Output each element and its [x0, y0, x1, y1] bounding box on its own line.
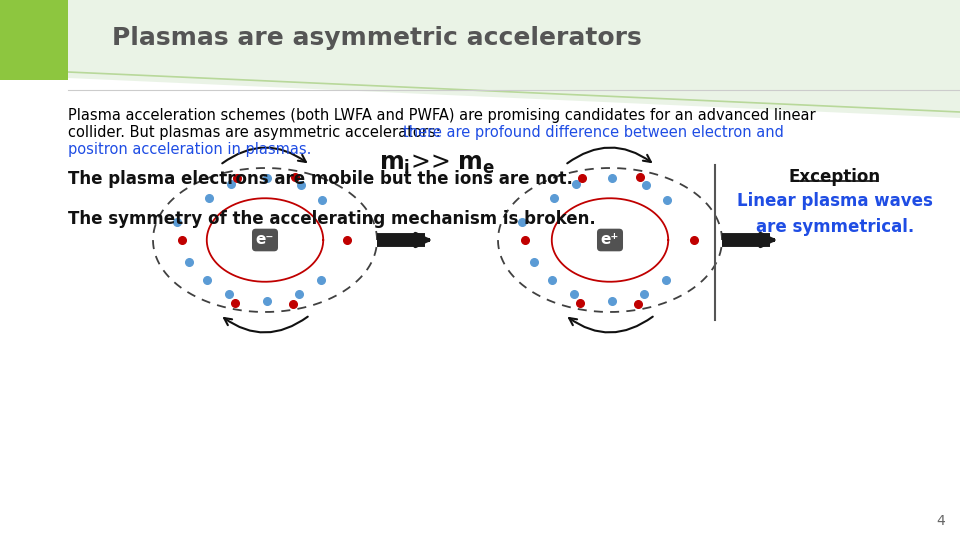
FancyArrowPatch shape — [222, 147, 306, 163]
Text: 4: 4 — [936, 514, 945, 528]
Polygon shape — [68, 0, 960, 118]
FancyArrowPatch shape — [567, 147, 651, 163]
Text: collider. But plasmas are asymmetric accelerators:: collider. But plasmas are asymmetric acc… — [68, 125, 445, 140]
FancyArrowPatch shape — [760, 234, 773, 246]
FancyArrowPatch shape — [569, 316, 653, 333]
Text: there are profound difference between electron and: there are profound difference between el… — [403, 125, 784, 140]
Text: Plasmas are asymmetric accelerators: Plasmas are asymmetric accelerators — [112, 26, 641, 50]
Text: e⁻: e⁻ — [255, 233, 275, 247]
Text: positron acceleration in plasmas.: positron acceleration in plasmas. — [68, 142, 311, 157]
Text: Linear plasma waves
are symmetrical.: Linear plasma waves are symmetrical. — [737, 192, 933, 237]
Text: Exception: Exception — [789, 168, 881, 186]
Text: The symmetry of the accelerating mechanism is broken.: The symmetry of the accelerating mechani… — [68, 210, 596, 228]
FancyArrowPatch shape — [416, 234, 428, 246]
Text: The plasma electrons are mobile but the ions are not.: The plasma electrons are mobile but the … — [68, 170, 573, 188]
FancyArrowPatch shape — [224, 316, 308, 333]
Text: Plasma acceleration schemes (both LWFA and PWFA) are promising candidates for an: Plasma acceleration schemes (both LWFA a… — [68, 108, 816, 123]
Text: $\mathbf{m_i}$>> $\mathbf{m_e}$: $\mathbf{m_i}$>> $\mathbf{m_e}$ — [379, 152, 494, 176]
Bar — [0, 0, 68, 80]
Text: e⁺: e⁺ — [601, 233, 619, 247]
